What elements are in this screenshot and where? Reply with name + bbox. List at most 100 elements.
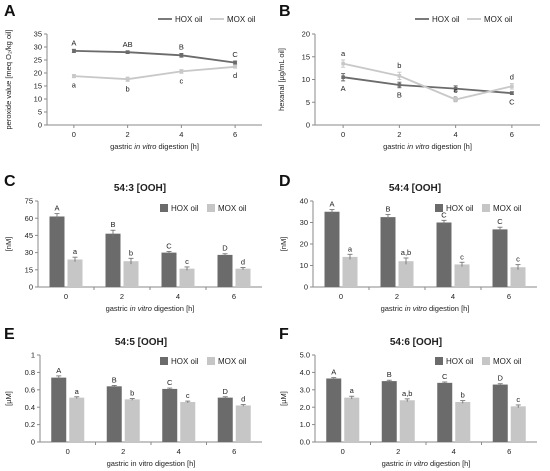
y-tick-label: 15: [25, 265, 33, 274]
bar: [326, 378, 342, 442]
x-axis-label: gastric in vitro digestion [h]: [382, 459, 471, 468]
data-point: [72, 74, 76, 78]
bar: [235, 268, 251, 287]
y-tick-label: 5: [306, 98, 310, 107]
bar: [492, 384, 508, 442]
legend-swatch: [482, 204, 490, 212]
x-tick-label: 4: [454, 130, 458, 139]
panel-letter: D: [279, 173, 291, 190]
data-point: [341, 75, 345, 80]
significance-letter: B: [385, 205, 390, 214]
bar: [492, 229, 508, 287]
significance-letter: C: [232, 50, 238, 59]
x-axis-label: gastric in vitro digestion [h]: [383, 142, 472, 151]
x-tick-label: 2: [397, 130, 401, 139]
significance-letter: a: [341, 49, 346, 58]
bar: [381, 381, 397, 442]
x-axis-label: gastric in vitro digestion [h]: [107, 459, 196, 468]
legend-label: HOX oil: [446, 357, 474, 366]
x-tick-label: 2: [126, 130, 130, 139]
y-tick-label: 0.0: [300, 438, 310, 447]
significance-letter: b: [126, 84, 130, 93]
x-tick-label: 4: [452, 447, 456, 456]
y-tick-label: 75: [25, 197, 33, 206]
significance-letter: c: [186, 391, 190, 400]
significance-letter: A: [329, 200, 334, 209]
legend-swatch: [435, 204, 443, 212]
x-tick-label: 6: [233, 130, 237, 139]
significance-letter: c: [180, 76, 184, 85]
series-line: [342, 76, 512, 95]
y-tick-label: 10: [302, 75, 310, 84]
data-point: [125, 77, 130, 82]
y-axis-label: peroxide value [meq O₂/kg oil]: [4, 29, 13, 129]
data-point: [233, 64, 237, 69]
y-tick-label: 40: [300, 197, 308, 206]
significance-letter: AB: [123, 40, 133, 49]
legend-label: HOX oil: [432, 15, 460, 24]
significance-letter: a: [73, 247, 78, 256]
data-point: [125, 50, 130, 54]
y-tick-label: 15: [34, 82, 42, 91]
significance-letter: d: [241, 258, 245, 267]
chart-title: 54:5 [OOH]: [115, 337, 167, 348]
bar: [510, 267, 526, 287]
y-tick-label: 0.2: [25, 420, 35, 429]
y-tick-label: 20: [302, 30, 310, 39]
data-point: [397, 74, 402, 78]
bar: [399, 400, 415, 442]
bar: [437, 382, 453, 442]
significance-letter: D: [223, 387, 229, 396]
significance-letter: c: [460, 252, 464, 261]
panel-letter: F: [279, 326, 289, 343]
x-tick-label: 0: [64, 292, 68, 301]
bar: [510, 406, 526, 442]
legend-label: MOX oil: [493, 204, 522, 213]
y-tick-label: 0: [38, 121, 42, 130]
chart-f: 54:6 [OOH] 0.0 1.0 2.0 3.0 4.0 5.0 0 Aa 2 Ba,b 4 Cb 6…: [279, 337, 537, 468]
legend-label: HOX oil: [446, 204, 474, 213]
x-axis-label: gastric in vitro digestion [h]: [381, 304, 470, 313]
significance-letter: C: [497, 217, 503, 226]
significance-letter: B: [112, 375, 117, 384]
x-tick-label: 0: [339, 292, 343, 301]
x-tick-label: 4: [177, 447, 181, 456]
y-tick-label: 30: [300, 218, 308, 227]
significance-letter: B: [387, 370, 392, 379]
x-tick-label: 2: [120, 292, 124, 301]
data-point: [510, 91, 514, 95]
y-tick-label: 2.0: [300, 403, 310, 412]
x-tick-label: 6: [510, 130, 514, 139]
y-tick-label: 45: [25, 231, 33, 240]
bar: [161, 252, 177, 287]
series-line: [73, 50, 236, 64]
data-point: [397, 83, 402, 87]
x-tick-label: 6: [507, 447, 511, 456]
significance-letter: A: [54, 204, 59, 213]
x-tick-label: 2: [396, 447, 400, 456]
y-tick-label: 0: [304, 283, 308, 292]
legend-label: MOX oil: [493, 357, 522, 366]
bar: [51, 377, 67, 442]
significance-letter: a: [72, 81, 77, 90]
significance-letter: a: [75, 387, 80, 396]
legend-label: MOX oil: [218, 357, 247, 366]
significance-letter: d: [233, 71, 237, 80]
significance-letter: A: [341, 84, 346, 93]
y-tick-label: 20: [300, 240, 308, 249]
significance-letter: c: [185, 257, 189, 266]
bar: [455, 401, 471, 442]
data-point: [453, 97, 458, 102]
y-tick-label: 30: [25, 248, 33, 257]
significance-letter: A: [331, 368, 336, 377]
y-tick-label: 0.4: [25, 403, 35, 412]
y-axis-label: [µM]: [279, 391, 288, 406]
legend-swatch: [435, 357, 443, 365]
significance-letter: c: [516, 255, 520, 264]
series-line: [73, 65, 236, 81]
significance-letter: a,b: [401, 248, 411, 257]
significance-letter: C: [167, 378, 173, 387]
data-point: [233, 60, 237, 65]
significance-letter: D: [222, 244, 228, 253]
